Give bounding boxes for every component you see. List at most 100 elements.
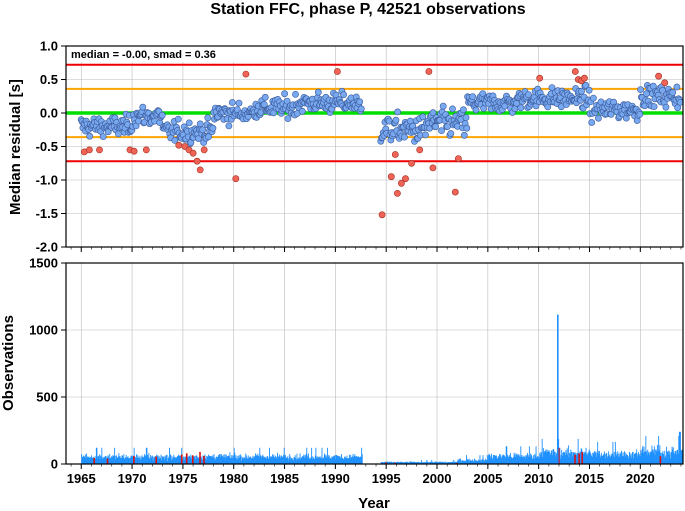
observation-bar [436,462,438,464]
observation-bar [644,451,646,464]
residual-outlier-point [378,211,386,219]
observation-bar [281,456,283,464]
observation-bar [623,452,625,464]
observation-bar [325,455,327,464]
observation-bar [597,441,599,464]
residual-x-ticks [70,247,682,252]
observation-bar [596,452,598,464]
residual-point [400,133,408,141]
observation-bar [508,457,510,464]
observation-bar [296,453,298,464]
observation-bar [489,454,491,464]
observation-bar [499,454,500,464]
observation-bar [277,456,279,464]
observation-bar [516,454,517,464]
observation-bar [568,457,570,464]
observation-bar [611,455,613,464]
observation-bar [232,455,234,464]
observation-bar [417,461,419,464]
observation-bar [530,454,532,464]
observation-bar [359,457,361,464]
observation-bar [450,462,452,464]
observation-bar [476,461,478,464]
observation-bar [105,456,107,464]
observation-bar [489,457,491,464]
observation-bar [606,453,608,464]
observation-bar [455,462,457,464]
observation-bar [528,446,530,464]
observation-bar [398,461,400,464]
observation-bar [151,457,153,464]
observation-bar [402,462,403,464]
observation-bar [633,453,635,464]
residual-point [115,130,122,138]
residual-y-axis-label: Median residual [s] [7,79,24,215]
observation-bar [152,460,154,464]
observation-bar [520,455,522,464]
observation-bar [153,457,155,464]
observation-bar [294,457,296,464]
observation-bar [119,456,120,464]
observation-bar [306,447,308,464]
residual-outlier-point [189,149,197,157]
observation-bar [467,459,469,464]
observation-bar [83,456,85,464]
observation-bar [430,462,432,464]
observation-bar [597,450,599,464]
observation-bar [105,456,106,464]
observation-bar [504,456,506,464]
observation-bar [663,454,664,464]
observation-bar [110,458,112,464]
observation-bar [312,459,314,464]
observation-bar [594,452,596,464]
y-tick-label: 1500 [29,256,58,271]
observation-bar [149,458,151,464]
observation-bar [554,451,556,464]
observation-bar [642,446,644,464]
observation-bar [552,449,554,464]
observation-bar [178,455,180,464]
x-tick-label: 1980 [219,471,248,486]
residual-point [394,108,401,116]
observation-bar [576,453,578,464]
observation-bar [616,454,618,464]
observation-peak-bar [557,314,559,464]
observation-bar [315,447,317,464]
observation-bar [388,462,389,464]
observation-bar [90,456,92,464]
observation-bar [202,455,204,464]
observation-bar [230,458,231,464]
observation-bar [95,447,97,464]
residual-point [86,132,94,140]
observation-bar [400,461,402,464]
observation-bar [179,456,181,464]
observation-bar [674,451,676,464]
observation-bar [136,454,138,464]
residual-point [463,124,471,132]
observation-bar [641,448,643,464]
observation-bar [542,456,544,464]
observation-bar [553,449,555,464]
observation-bar [237,457,239,464]
observation-bar [430,461,432,464]
observation-bar [397,462,399,464]
observation-bar [669,458,671,464]
observation-bar [164,459,166,464]
observation-bar [399,462,400,464]
observation-bar [631,452,633,464]
observation-bar [111,457,113,464]
observation-bar [241,456,243,464]
observation-bar [564,455,566,464]
observation-bar [494,456,496,464]
residual-point [460,131,468,139]
observation-bar [485,460,487,464]
residual-point [432,123,439,131]
observation-bar [286,458,288,464]
observation-bar [226,456,228,464]
observation-bar [583,454,585,464]
observation-bar [174,456,176,464]
observation-bar [677,453,679,464]
observation-bar [518,454,520,464]
observation-bar [230,457,232,464]
observation-bar [329,458,331,464]
